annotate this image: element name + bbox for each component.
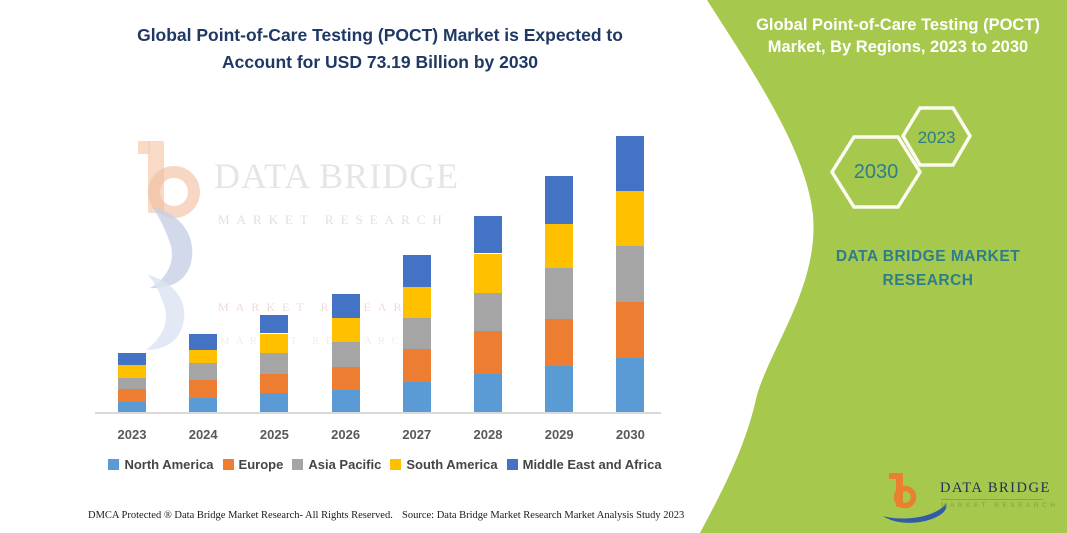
bar-segment-2030-south-america: [616, 191, 645, 246]
watermark-b-bowl: [148, 166, 200, 218]
bar-segment-2023-asia-pacific: [118, 377, 146, 390]
hexagon-2023: [900, 106, 973, 167]
bar-segment-2025-south-america: [260, 333, 289, 353]
bar-segment-2024-middle-east-and-africa: [189, 334, 218, 351]
legend-swatch-icon: [108, 459, 120, 470]
x-axis-label-2024: 2024: [188, 427, 218, 442]
hexagon-2030-label: 2030: [853, 161, 899, 183]
legend-item-europe: Europe: [222, 457, 284, 472]
x-axis-label-2023: 2023: [117, 427, 147, 442]
bar-segment-2023-middle-east-and-africa: [118, 352, 146, 366]
bar-segment-2030-north-america: [616, 358, 645, 412]
legend-swatch-icon: [222, 459, 234, 470]
bar-segment-2024-north-america: [189, 398, 218, 412]
x-axis-label-2030: 2030: [615, 427, 645, 442]
bar-segment-2026-europe: [331, 366, 360, 391]
bar-segment-2030-middle-east-and-africa: [616, 135, 645, 192]
panel-brand-line2: RESEARCH: [882, 272, 974, 289]
footer-source-text: Source: Data Bridge Market Research Mark…: [402, 510, 685, 521]
legend-label: South America: [406, 457, 498, 472]
bar-segment-2026-asia-pacific: [331, 341, 360, 367]
bar-segment-2030-asia-pacific: [616, 245, 645, 303]
x-axis-line: [95, 412, 661, 414]
x-axis-label-2026: 2026: [331, 427, 361, 442]
bar-segment-2027-asia-pacific: [402, 318, 431, 349]
hexagon-2023-label: 2023: [917, 128, 956, 147]
legend-item-south-america: South America: [390, 457, 498, 472]
bar-chart: 2023 2024 2025 2026 2027 2028 2029 2030: [117, 135, 645, 442]
watermark-sub2-text: MARKET RESEARCH: [218, 300, 440, 314]
x-axis-label-2029: 2029: [544, 427, 574, 442]
footer-dmca-text: DMCA Protected ® Data Bridge Market Rese…: [88, 510, 393, 521]
bar-segment-2023-europe: [118, 389, 146, 403]
legend-swatch-icon: [390, 459, 402, 470]
panel-title-line1: Global Point-of-Care Testing (POCT): [756, 16, 1040, 34]
bar-segment-2028-south-america: [474, 253, 502, 294]
bar-segment-2024-europe: [189, 380, 218, 398]
legend-item-middle-east-and-africa: Middle East and Africa: [506, 457, 662, 472]
bar-segment-2027-south-america: [402, 286, 431, 319]
legend-label: Asia Pacific: [308, 457, 382, 472]
bar-segment-2026-north-america: [331, 390, 360, 412]
bar-segment-2025-europe: [260, 374, 289, 394]
watermark-brand-text: DATA BRIDGE: [214, 156, 460, 196]
panel-title: Global Point-of-Care Testing (POCT) Mark…: [750, 14, 1046, 58]
bar-segment-2026-middle-east-and-africa: [331, 294, 360, 318]
bar-segment-2028-north-america: [474, 373, 502, 412]
watermark-sub-text: MARKET RESEARCH: [218, 212, 449, 227]
bar-segment-2028-asia-pacific: [474, 293, 502, 332]
watermark-swoosh-upper: [150, 207, 193, 289]
bar-segment-2029-north-america: [545, 366, 574, 412]
watermark-swoosh-lower: [146, 275, 185, 350]
panel-brand-text: DATA BRIDGE MARKET RESEARCH: [780, 245, 1067, 293]
bar-segment-2030-europe: [616, 302, 645, 358]
chart-title: Global Point-of-Care Testing (POCT) Mark…: [125, 22, 635, 76]
legend: North America Europe Asia Pacific South Ame…: [85, 457, 685, 472]
green-panel-background: [700, 0, 1067, 533]
legend-swatch-icon: [292, 459, 304, 470]
legend-swatch-icon: [506, 459, 518, 470]
panel-brand-line1: DATA BRIDGE MARKET: [835, 248, 1021, 265]
watermark-logo: [138, 141, 200, 350]
bar-segment-2023-north-america: [118, 402, 146, 412]
bar-segment-2024-asia-pacific: [189, 362, 218, 381]
chart-title-line2: Account for USD 73.19 Billion by 2030: [221, 52, 539, 72]
bar-segment-2027-europe: [402, 349, 431, 383]
bar-segment-2028-middle-east-and-africa: [474, 215, 502, 254]
bar-segment-2023-south-america: [118, 365, 146, 378]
logo-tagline-text: MARKET RESEARCH: [941, 499, 1055, 509]
x-axis-label-2028: 2028: [473, 427, 503, 442]
watermark-b-hook: [138, 141, 150, 154]
bar-segment-2027-north-america: [402, 382, 431, 412]
logo-name-text: DATA BRIDGE: [940, 480, 1051, 496]
legend-label: Europe: [238, 457, 284, 472]
bar-segment-2029-middle-east-and-africa: [545, 175, 574, 224]
panel-title-line2: Market, By Regions, 2023 to 2030: [767, 38, 1029, 56]
bar-segment-2024-south-america: [189, 350, 218, 363]
company-logo: [883, 473, 947, 523]
chart-title-line1: Global Point-of-Care Testing (POCT) Mark…: [137, 25, 623, 45]
bar-segment-2027-middle-east-and-africa: [402, 255, 431, 287]
bar-segment-2026-south-america: [331, 317, 360, 342]
hexagon-2030: [829, 135, 923, 209]
bar-segment-2029-europe: [545, 319, 574, 367]
bar-segment-2025-middle-east-and-africa: [260, 314, 289, 334]
legend-item-north-america: North America: [108, 457, 214, 472]
legend-label: Middle East and Africa: [522, 457, 662, 472]
logo-swoosh: [883, 503, 947, 523]
legend-item-asia-pacific: Asia Pacific: [292, 457, 381, 472]
bar-segment-2025-north-america: [260, 393, 289, 412]
legend-label: North America: [124, 457, 214, 472]
bar-segment-2029-asia-pacific: [545, 268, 574, 320]
logo-b-bowl: [893, 485, 917, 509]
x-axis-label-2027: 2027: [402, 427, 432, 442]
watermark-sub3-text: MARKET RESEARCH: [220, 336, 420, 347]
bar-segment-2025-asia-pacific: [260, 352, 289, 375]
logo-b-hook: [889, 473, 897, 479]
bar-segment-2029-south-america: [545, 224, 574, 269]
bar-segment-2028-europe: [474, 331, 502, 374]
x-axis-label-2025: 2025: [259, 427, 289, 442]
